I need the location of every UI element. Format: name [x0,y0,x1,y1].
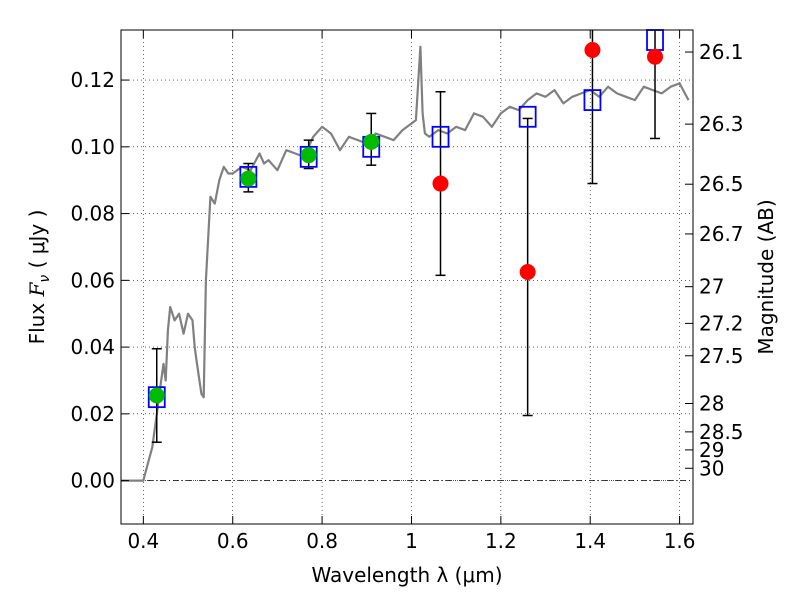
y-tick-label: 0.02 [70,402,115,426]
y-tick-label: 0.12 [70,68,115,92]
x-tick-label: 0.6 [217,529,249,553]
magnitude-tick-label: 27.2 [699,311,744,335]
magnitude-axis-title: Magnitude (AB) [754,199,778,354]
magnitude-tick-label: 27.5 [699,344,744,368]
x-tick-label: 1.4 [574,529,606,553]
y-tick-label: 0.00 [70,469,115,493]
red-photometry-point [432,175,449,192]
gridlines [121,30,693,524]
model-band-square [518,105,537,128]
y-tick-label: 0.06 [70,268,115,292]
y-axis-ticks: 0.00 0.02 0.04 0.06 0.08 0.10 0.12 [70,68,129,493]
red-photometry-point [519,263,536,280]
model-band-square [147,386,166,409]
model-spectrum-line [121,45,690,482]
green-photometry-point [300,147,317,164]
x-axis-ticks: 0.4 0.6 0.8 1 1.2 1.4 1.6 [127,30,696,553]
x-tick-label: 1.2 [485,529,517,553]
magnitude-tick-label: 30 [699,456,724,480]
green-photometry-point [148,387,165,404]
model-band-square [239,165,258,188]
model-band-square [583,89,602,111]
magnitude-tick-label: 28.5 [699,420,744,444]
magnitude-tick-label: 29 [699,438,724,462]
magnitude-tick-label: 26.5 [699,172,744,196]
x-tick-label: 0.4 [127,529,159,553]
x-tick-label: 0.8 [306,529,338,553]
x-tick-label: 1.6 [664,529,696,553]
y-axis-title: Flux Fν ( μJy ) [25,210,53,345]
red-photometry-point [647,48,664,65]
magnitude-tick-label: 27 [699,275,724,299]
green-photometry-point [363,133,380,150]
x-axis-title: Wavelength λ (μm) [311,563,502,587]
y-tick-label: 0.08 [70,202,115,226]
red-photometry-point [584,42,601,59]
plot-area [121,30,693,524]
model-band-square [431,125,450,148]
data-layer [121,45,693,482]
x-tick-label: 1 [405,529,418,553]
y-tick-label: 0.04 [70,335,115,359]
magnitude-tick-label: 26.3 [699,112,744,136]
green-photometry-point [240,170,257,187]
y-tick-label: 0.10 [70,135,115,159]
magnitude-tick-label: 26.7 [699,222,744,246]
magnitude-tick-label: 28 [699,392,724,416]
model-band-square [299,145,318,168]
markers [147,29,664,409]
magnitude-tick-label: 26.1 [699,40,744,64]
plot-frame [120,29,694,525]
